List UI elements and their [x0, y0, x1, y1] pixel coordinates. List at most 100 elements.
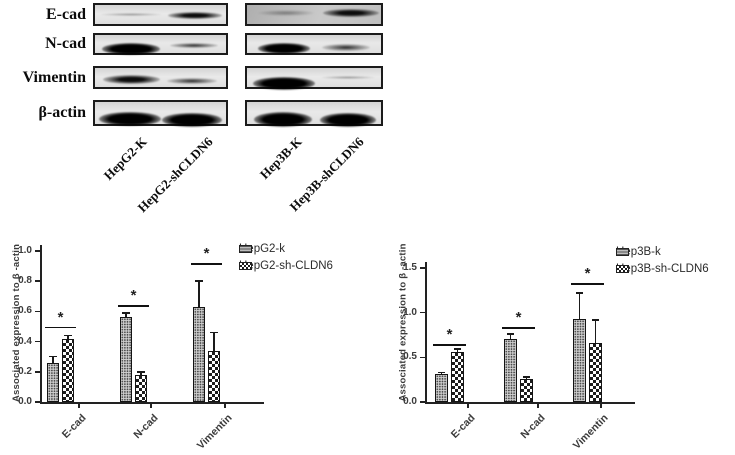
blot-panel-hep3b-2 [245, 66, 383, 91]
y-tick-label: 1.0 [18, 245, 32, 256]
bar-Hep3B-sh-CLDN6-Vimentin [589, 343, 602, 402]
blot-row-label: N-cad [45, 35, 86, 52]
significance-star: * [203, 245, 210, 263]
blot-band [322, 43, 371, 51]
error-bar-line [213, 332, 215, 351]
y-tick-label: 1.0 [403, 306, 417, 318]
significance-star: * [130, 287, 137, 305]
y-axis-title: Associated expression to β -actin [397, 243, 409, 402]
y-tick [35, 401, 41, 403]
error-bar-line [140, 371, 142, 375]
blot-band [258, 43, 311, 55]
error-bar-line [125, 312, 127, 318]
error-bar-line [52, 356, 54, 363]
blot-band [102, 75, 160, 85]
blot-band [167, 77, 218, 84]
blot-band [322, 8, 379, 17]
bar-Hep3B-sh-CLDN6-E-cad [451, 351, 464, 402]
error-bar-cap [195, 280, 203, 282]
x-axis-line [425, 402, 635, 404]
y-tick-label: 1.5 [403, 262, 417, 273]
blot-row-label: β-actin [38, 104, 86, 121]
error-bar-cap [591, 319, 600, 321]
error-bar-line [509, 334, 512, 339]
x-category-label: N-cad [131, 412, 161, 442]
y-tick [420, 356, 426, 359]
y-tick-label: 0.4 [18, 335, 32, 347]
bar-HepG2-k-Vimentin [193, 306, 205, 402]
legend-item: Hep3B-k [616, 246, 661, 258]
x-tick [467, 403, 469, 408]
error-bar-line [67, 335, 69, 339]
x-category-label: E-cad [448, 412, 478, 441]
blot-band [320, 75, 375, 79]
blot-panel-hepg2-0 [93, 3, 228, 26]
legend-item: HepG2-sh-CLDN6 [239, 260, 333, 272]
blot-panel-hepg2-3 [93, 100, 228, 128]
error-bar-line [525, 376, 528, 379]
legend-swatch [239, 262, 252, 270]
error-bar-cap [137, 371, 145, 373]
y-tick [420, 267, 426, 269]
blot-band [319, 113, 376, 127]
blot-band [99, 112, 162, 127]
significance-line [502, 326, 535, 329]
x-tick [78, 403, 80, 408]
bar-Hep3B-sh-CLDN6-N-cad [520, 378, 533, 402]
bar-Hep3B-k-N-cad [504, 338, 517, 402]
legend-swatch [616, 248, 629, 256]
significance-star: * [57, 308, 64, 326]
x-tick [600, 403, 602, 408]
legend-item: Hep3B-sh-CLDN6 [616, 263, 709, 275]
blot-band [257, 9, 314, 16]
blot-band [253, 112, 312, 128]
y-tick-label: 0.5 [403, 351, 417, 363]
blot-panel-hep3b-3 [245, 100, 383, 128]
significance-line [433, 343, 466, 346]
y-axis-title: Associated expression to β -actin [10, 243, 22, 402]
blot-row-label: E-cad [46, 5, 86, 23]
y-tick [35, 371, 41, 373]
x-category-label: Vimentin [570, 412, 611, 452]
significance-star: * [446, 325, 453, 343]
significance-star: * [515, 308, 522, 326]
bar-Hep3B-k-E-cad [435, 374, 448, 402]
y-tick-label: 0.2 [18, 365, 32, 377]
error-bar-line [594, 319, 597, 344]
blot-panel-hepg2-2 [93, 66, 228, 89]
significance-line [571, 283, 604, 285]
blot-band [100, 12, 163, 16]
legend-label: Hep3B-sh-CLDN6 [616, 263, 709, 275]
y-axis-line [40, 245, 42, 404]
x-category-label: E-cad [59, 412, 89, 441]
y-tick [35, 310, 41, 313]
x-tick [537, 403, 539, 408]
error-bar-cap [575, 292, 584, 294]
x-category-label: N-cad [518, 412, 548, 442]
y-tick [35, 340, 41, 343]
significance-line [45, 326, 76, 329]
error-bar-cap [64, 334, 72, 337]
blot-band [162, 113, 223, 128]
error-bar-line [440, 372, 443, 375]
bar-HepG2-sh-CLDN6-Vimentin [208, 350, 220, 402]
y-tick-label: 0.0 [18, 396, 32, 407]
legend-item: HepG2-k [239, 243, 285, 255]
error-bar-cap [49, 355, 57, 358]
significance-line [191, 263, 222, 265]
y-tick [35, 250, 41, 252]
y-tick [35, 280, 41, 282]
legend-label: HepG2-sh-CLDN6 [239, 260, 333, 272]
blot-band [169, 42, 218, 48]
error-bar-cap [453, 348, 462, 350]
blot-panel-hepg2-1 [93, 33, 228, 56]
error-bar-cap [437, 371, 446, 374]
significance-star: * [584, 265, 591, 283]
blot-panel-hep3b-1 [245, 33, 383, 55]
y-tick-label: 0.6 [18, 305, 32, 317]
y-tick [420, 311, 426, 314]
error-bar-cap [210, 331, 218, 334]
bar-HepG2-k-E-cad [47, 362, 59, 402]
legend-swatch [239, 245, 252, 253]
